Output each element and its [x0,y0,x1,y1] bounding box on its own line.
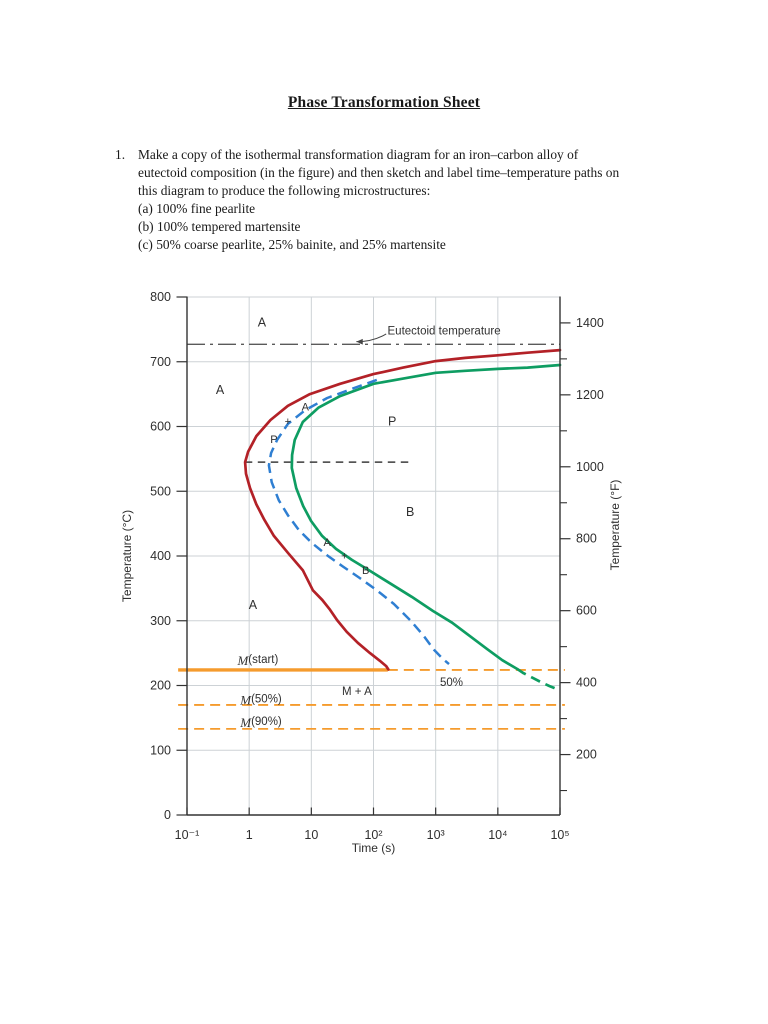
fahrenheit-tick-label: 1200 [576,388,604,402]
problem-line: (a) 100% fine pearlite [138,201,256,216]
problem-line: eutectoid composition (in the figure) an… [138,165,620,180]
fahrenheit-tick-label: 600 [576,604,597,618]
fifty-percent-completion-curve [267,378,450,666]
label-m-start: M(start) [236,653,278,668]
problem-1: 1. Make a copy of the isothermal transfo… [115,146,690,254]
time-tick-label: 10² [364,828,382,842]
label-a: A [258,315,267,329]
celsius-tick-label: 300 [150,614,171,628]
celsius-tick-label: 100 [150,743,171,757]
label-p: P [388,414,396,428]
time-tick-label: 10³ [427,828,445,842]
time-tick-label: 1 [246,828,253,842]
fahrenheit-tick-label: 800 [576,532,597,546]
fahrenheit-tick-label: 1000 [576,460,604,474]
label-a: A [249,598,258,612]
label-m-plus-a: M + A [342,686,372,698]
time-tick-label: 10 [304,828,318,842]
celsius-tick-label: 600 [150,420,171,434]
ttt-diagram: 8007006005004003002001000140012001000800… [120,290,622,855]
x-axis-title: Time (s) [352,841,396,855]
label-a: A [324,537,332,549]
time-tick-label: 10⁴ [488,828,507,842]
page-title: Phase Transformation Sheet [287,94,481,111]
celsius-tick-label: 400 [150,549,171,563]
transformation-start-curve [243,348,562,671]
time-tick-label: 10⁻¹ [175,828,200,842]
label-m-50pct: M(50%) [239,692,282,707]
problem-line: this diagram to produce the following mi… [138,183,431,198]
label-m-90pct: M(90%) [239,714,282,729]
label-50pct: 50% [440,677,463,689]
celsius-tick-label: 800 [150,290,171,304]
fahrenheit-tick-label: 400 [576,676,597,690]
problem-text: Make a copy of the isothermal transforma… [138,146,690,254]
fahrenheit-tick-label: 200 [576,748,597,762]
eutectoid-arrowhead [356,338,363,345]
celsius-tick-label: 200 [150,679,171,693]
celsius-tick-label: 0 [164,808,171,822]
problem-line: (c) 50% coarse pearlite, 25% bainite, an… [138,237,446,252]
y-axis-title-celsius: Temperature (°C) [120,510,134,602]
label-plus: + [341,551,347,563]
problem-number: 1. [115,147,126,162]
fahrenheit-tick-label: 1400 [576,316,604,330]
label-p: P [270,434,277,446]
label-b: B [406,505,414,519]
label-eutectoid-temperature: Eutectoid temperature [388,325,501,337]
problem-line: (b) 100% tempered martensite [138,219,301,234]
transformation-end-curve-extension [516,667,557,690]
label-a: A [302,402,310,414]
transformation-end-curve [290,363,562,671]
y-axis-title-fahrenheit: Temperature (°F) [608,480,622,571]
problem-line: Make a copy of the isothermal transforma… [138,147,579,162]
label-b: B [362,565,369,577]
label-plus: + [285,416,291,428]
time-tick-label: 10⁵ [550,828,569,842]
label-a: A [216,383,225,397]
celsius-tick-label: 700 [150,355,171,369]
celsius-tick-label: 500 [150,484,171,498]
